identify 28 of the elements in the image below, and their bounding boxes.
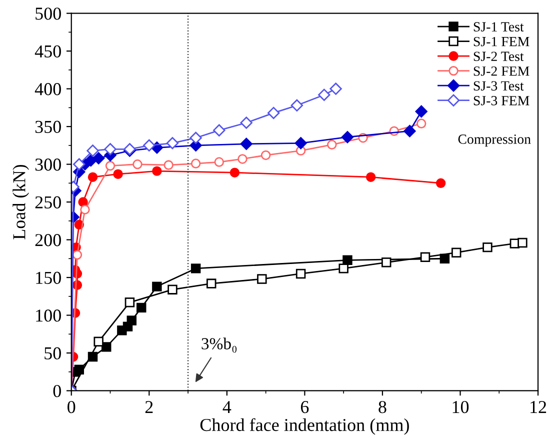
y-tick-label: 0: [53, 384, 61, 398]
y-tick-label: 50: [44, 347, 61, 360]
y-tick-label: 100: [36, 309, 61, 322]
y-tick-label: 150: [36, 272, 61, 284]
y-tick-label: 250: [35, 196, 61, 208]
annotation: Compression: [458, 134, 531, 147]
x-axis-title: Chord face indentation (mm): [200, 418, 409, 435]
ref-line-label: 3%b₀: [202, 338, 237, 353]
x-tick-label: 6: [300, 401, 309, 414]
legend-label: SJ-1 FEM: [474, 36, 530, 46]
legend-label: SJ-3 FEM: [474, 96, 530, 106]
x-tick-label: 8: [378, 400, 386, 414]
x-tick-label: 10: [452, 400, 469, 414]
y-tick-label: 350: [35, 120, 61, 133]
y-axis-title: Load (kN): [12, 164, 30, 240]
x-tick-label: 12: [530, 401, 546, 413]
x-tick-label: 2: [145, 401, 153, 413]
y-tick-label: 500: [36, 8, 61, 20]
legend-label: SJ-1 Test: [474, 22, 524, 32]
legend-label: SJ-2 FEM: [474, 66, 530, 76]
y-tick-label: 450: [34, 45, 61, 58]
x-tick-label: 0: [68, 400, 76, 414]
y-tick-label: 400: [34, 83, 61, 96]
x-tick-label: 4: [222, 401, 232, 413]
y-tick-label: 200: [35, 234, 61, 246]
legend-label: SJ-3 Test: [474, 81, 524, 91]
legend-label: SJ-2 Test: [474, 52, 524, 62]
y-tick-label: 300: [35, 158, 61, 171]
